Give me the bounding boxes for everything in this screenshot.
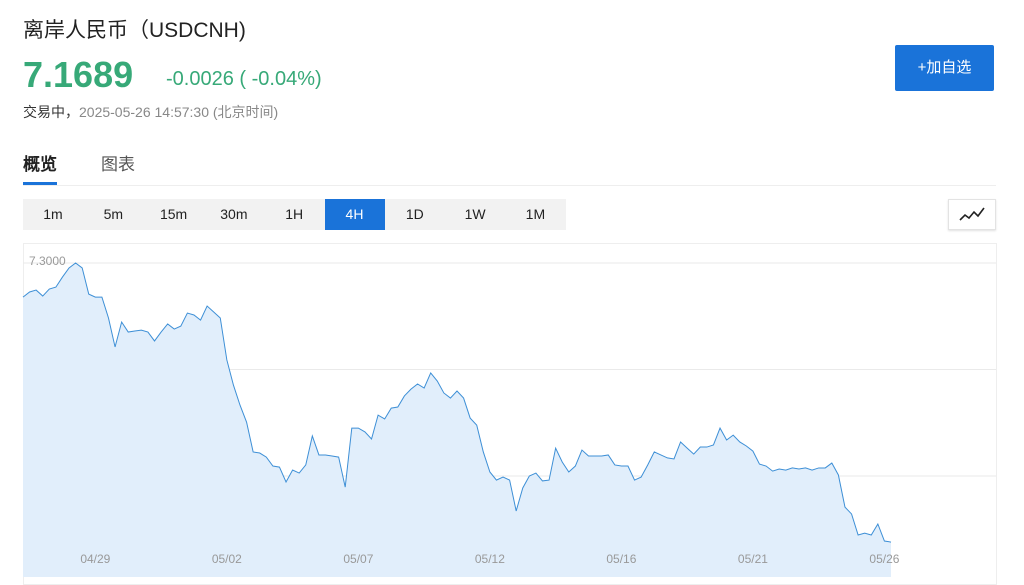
tabs: 概览 图表 [23,150,179,185]
status-label: 交易中， [23,104,79,120]
tab[interactable]: 概览 [23,150,57,185]
chart-type-button[interactable] [948,199,996,230]
interval-button[interactable]: 1m [43,206,63,222]
y-tick-label: 7.3000 [29,254,66,268]
title: 离岸人民币（USDCNH) [23,19,246,42]
line [22,262,892,543]
interval-bar: 1m 5m 15m 30m 1H 4H 1D 1W 1M [23,199,566,230]
tab[interactable]: 图表 [101,155,135,174]
timestamp: 2025-05-26 14:57:30 (北京时间) [79,104,279,120]
x-tick-label: 05/16 [606,552,636,566]
status-line: 交易中，2025-05-26 14:57:30 (北京时间) [23,102,278,122]
price: 7.1689 [23,54,134,95]
interval-button[interactable]: 4H [324,199,385,230]
x-tick-label: 05/21 [738,552,768,566]
x-tick-label: 05/07 [343,552,373,566]
add-watchlist-button[interactable]: +加自选 [895,45,994,91]
line-icon [959,207,985,221]
separator [23,185,996,186]
interval-button[interactable]: 5m [103,206,124,222]
x-tick-label: 05/12 [475,552,505,566]
price-change: -0.0026 ( -0.04%) [166,68,322,90]
interval-button[interactable]: 1W [464,206,486,222]
interval-button[interactable]: 30m [220,206,248,222]
interval-button[interactable]: 15m [159,206,188,222]
interval-button[interactable]: 1M [525,206,546,222]
interval-button[interactable]: 1H [285,206,304,222]
chart: 7.20007.25007.300004/2905/0205/0705/1205… [22,243,997,585]
interval-button[interactable]: 1D [405,206,424,222]
x-tick-label: 05/26 [869,552,899,566]
x-tick-label: 05/02 [212,552,242,566]
area [23,263,891,577]
x-tick-label: 04/29 [80,552,110,566]
